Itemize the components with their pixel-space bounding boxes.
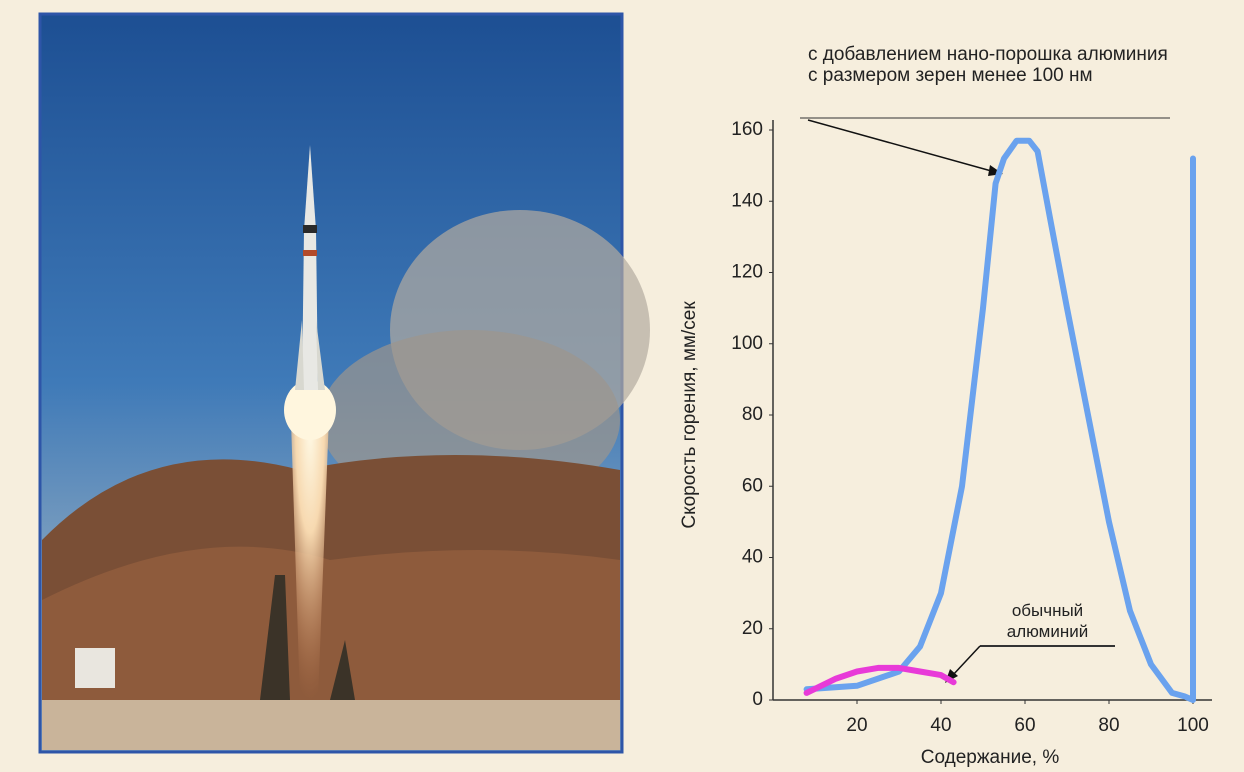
y-tick-label: 120 — [731, 262, 763, 283]
y-tick-label: 0 — [752, 689, 763, 710]
y-axis-label: Скорость горения, мм/сек — [679, 301, 700, 529]
x-tick-label: 80 — [1098, 715, 1119, 736]
annotation-arrow — [807, 119, 996, 173]
data-line — [803, 137, 1196, 703]
annotation: обычный алюминий — [1006, 601, 1089, 641]
x-tick-label: 60 — [1014, 715, 1035, 736]
y-tick-label: 60 — [742, 475, 763, 496]
chart: Содержание, % Скорость горения, мм/сек 0… — [679, 117, 1212, 768]
y-tick-label: 140 — [731, 190, 763, 211]
x-tick-label: 40 — [930, 715, 951, 736]
x-tick-label: 20 — [846, 715, 867, 736]
x-axis-label: Содержание, % — [921, 747, 1060, 768]
y-tick-label: 160 — [731, 119, 763, 140]
y-tick-label: 80 — [742, 404, 763, 425]
x-tick-label: 100 — [1177, 715, 1209, 736]
y-tick-label: 20 — [742, 618, 763, 639]
data-line — [803, 664, 957, 696]
y-tick-label: 40 — [742, 547, 763, 568]
y-tick-label: 100 — [731, 333, 763, 354]
annotation: с добавлением нано-порошка алюминия с ра… — [808, 44, 1168, 86]
annotation-arrow — [951, 645, 981, 677]
photo — [38, 12, 650, 754]
